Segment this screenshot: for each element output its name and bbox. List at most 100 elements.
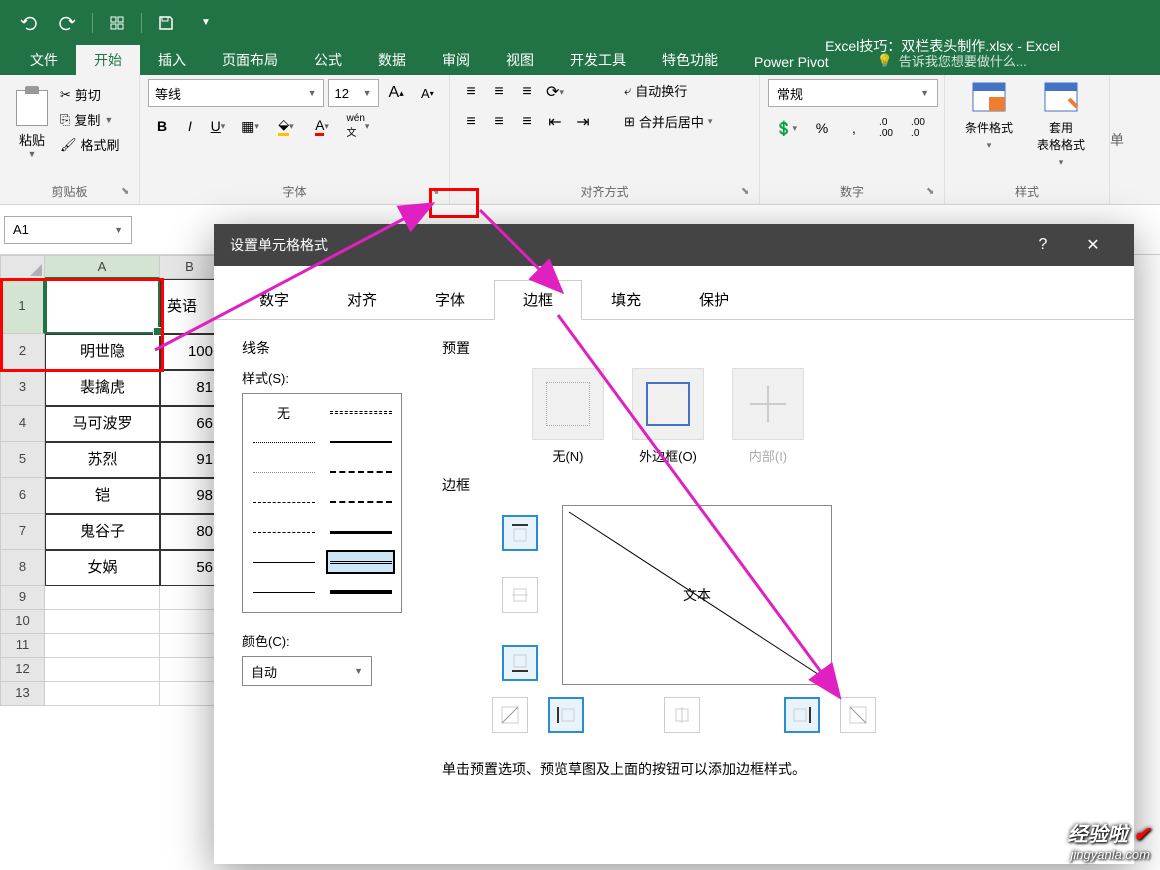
cell[interactable]	[160, 610, 220, 634]
preset-outline[interactable]: 外边框(O)	[632, 368, 704, 465]
cell[interactable]	[45, 586, 160, 610]
cell[interactable]: 明世隐	[45, 334, 160, 370]
align-launcher[interactable]: ⬊	[741, 186, 753, 198]
cell[interactable]	[160, 634, 220, 658]
border-vmiddle-button[interactable]	[664, 697, 700, 733]
line-style-6[interactable]	[249, 490, 318, 514]
cell[interactable]	[160, 586, 220, 610]
cell[interactable]	[45, 279, 160, 334]
decrease-decimal-button[interactable]: .00.0	[904, 115, 932, 141]
tab-insert[interactable]: 插入	[140, 45, 204, 75]
qat-customize-button[interactable]: ▼	[186, 3, 226, 43]
line-style-13[interactable]	[326, 580, 395, 604]
border-button[interactable]: ▦▾	[232, 113, 268, 139]
row-header[interactable]: 10	[0, 610, 45, 634]
border-hmiddle-button[interactable]	[502, 577, 538, 613]
row-header[interactable]: 7	[0, 514, 45, 550]
merge-center-button[interactable]: ⊞合并后居中▾	[616, 110, 720, 133]
line-style-8[interactable]	[249, 520, 318, 544]
preset-inside[interactable]: 内部(I)	[732, 368, 804, 465]
cell[interactable]: 马可波罗	[45, 406, 160, 442]
font-launcher[interactable]: ⬊	[431, 186, 443, 198]
decrease-font-button[interactable]: A▾	[414, 80, 441, 106]
dialog-close-button[interactable]: ✕	[1068, 224, 1118, 266]
cut-button[interactable]: ✂剪切	[56, 83, 124, 106]
col-header-b[interactable]: B	[160, 255, 220, 279]
line-style-11[interactable]	[326, 550, 395, 574]
dialog-tab-border[interactable]: 边框	[494, 280, 582, 320]
cell[interactable]	[45, 610, 160, 634]
tab-special[interactable]: 特色功能	[644, 45, 736, 75]
tell-me-search[interactable]: 💡 告诉我您想要做什么...	[867, 46, 1037, 75]
number-launcher[interactable]: ⬊	[926, 186, 938, 198]
row-header[interactable]: 2	[0, 334, 45, 370]
cell[interactable]: 鬼谷子	[45, 514, 160, 550]
orientation-button[interactable]: ⟳▾	[542, 79, 568, 105]
row-header[interactable]: 6	[0, 478, 45, 514]
font-name-select[interactable]: 等线▼	[148, 79, 324, 107]
fill-color-button[interactable]: ⬙▾	[268, 113, 304, 139]
dialog-tab-font[interactable]: 字体	[406, 280, 494, 319]
redo-button[interactable]	[48, 3, 88, 43]
increase-indent-button[interactable]: ⇥	[570, 109, 596, 135]
line-style-9[interactable]	[326, 520, 395, 544]
line-style-none[interactable]: 无	[249, 400, 318, 424]
row-header[interactable]: 8	[0, 550, 45, 586]
name-box[interactable]: A1▼	[4, 216, 132, 244]
tab-view[interactable]: 视图	[488, 45, 552, 75]
tab-pagelayout[interactable]: 页面布局	[204, 45, 296, 75]
cell[interactable]: 裴擒虎	[45, 370, 160, 406]
underline-button[interactable]: U▾	[204, 113, 232, 139]
cell[interactable]: 56	[160, 550, 220, 586]
line-color-select[interactable]: 自动▼	[242, 656, 372, 686]
cell[interactable]: 98	[160, 478, 220, 514]
comma-button[interactable]: ,	[840, 115, 868, 141]
select-all-corner[interactable]	[0, 255, 45, 279]
line-style-7[interactable]	[326, 490, 395, 514]
cell[interactable]: 英语	[160, 279, 220, 334]
format-painter-button[interactable]: 🖌格式刷	[56, 133, 124, 156]
touch-mode-button[interactable]	[97, 3, 137, 43]
paste-button[interactable]: 粘贴 ▼	[8, 79, 56, 169]
tab-powerpivot[interactable]: Power Pivot	[736, 49, 847, 75]
number-format-select[interactable]: 常规▼	[768, 79, 938, 107]
tab-file[interactable]: 文件	[12, 45, 76, 75]
line-style-list[interactable]: 无	[242, 393, 402, 613]
percent-button[interactable]: %	[808, 115, 836, 141]
row-header[interactable]: 12	[0, 658, 45, 682]
decrease-indent-button[interactable]: ⇤	[542, 109, 568, 135]
font-color-button[interactable]: A▾	[304, 113, 340, 139]
dialog-help-button[interactable]: ?	[1018, 224, 1068, 266]
tab-review[interactable]: 审阅	[424, 45, 488, 75]
currency-button[interactable]: 💲▾	[768, 115, 804, 141]
row-header[interactable]: 5	[0, 442, 45, 478]
tab-formulas[interactable]: 公式	[296, 45, 360, 75]
row-header[interactable]: 3	[0, 370, 45, 406]
border-top-button[interactable]	[502, 515, 538, 551]
line-style-1[interactable]	[326, 400, 395, 424]
cell[interactable]	[160, 658, 220, 682]
align-middle-button[interactable]: ≡	[486, 79, 512, 105]
italic-button[interactable]: I	[176, 113, 204, 139]
dialog-tab-protect[interactable]: 保护	[670, 280, 758, 319]
cell[interactable]: 女娲	[45, 550, 160, 586]
cell[interactable]	[45, 658, 160, 682]
tab-data[interactable]: 数据	[360, 45, 424, 75]
col-header-a[interactable]: A	[45, 255, 160, 279]
tab-home[interactable]: 开始	[76, 45, 140, 75]
increase-font-button[interactable]: A▴	[383, 80, 410, 106]
cell[interactable]	[45, 634, 160, 658]
cell[interactable]: 91	[160, 442, 220, 478]
tab-developer[interactable]: 开发工具	[552, 45, 644, 75]
border-diag-down-button[interactable]	[840, 697, 876, 733]
preset-none[interactable]: 无(N)	[532, 368, 604, 465]
increase-decimal-button[interactable]: .0.00	[872, 115, 900, 141]
line-style-4[interactable]	[249, 460, 318, 484]
dialog-tab-align[interactable]: 对齐	[318, 280, 406, 319]
row-header[interactable]: 9	[0, 586, 45, 610]
line-style-2[interactable]	[249, 430, 318, 454]
align-bottom-button[interactable]: ≡	[514, 79, 540, 105]
line-style-5[interactable]	[326, 460, 395, 484]
align-left-button[interactable]: ≡	[458, 109, 484, 135]
row-header[interactable]: 1	[0, 279, 45, 334]
